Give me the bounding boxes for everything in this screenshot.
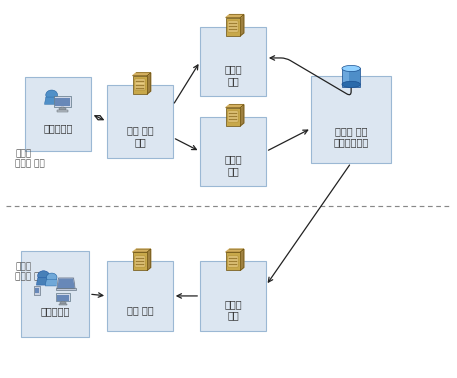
Circle shape [37, 271, 49, 280]
Bar [107, 261, 173, 331]
Bar [133, 252, 147, 270]
Bar [61, 107, 64, 108]
Polygon shape [44, 97, 59, 104]
Polygon shape [147, 249, 151, 270]
Bar [228, 23, 238, 24]
Bar [228, 113, 238, 114]
Bar [135, 256, 145, 267]
Bar [60, 302, 66, 304]
Text: 클라이언트: 클라이언트 [40, 306, 69, 316]
Text: 파일 서버: 파일 서버 [127, 305, 153, 315]
Bar [228, 21, 238, 32]
Bar [311, 76, 391, 163]
Text: 보고서
서버: 보고서 서버 [224, 299, 242, 321]
Bar [57, 110, 68, 112]
Polygon shape [240, 15, 244, 36]
Bar [21, 251, 89, 337]
Bar [228, 111, 238, 122]
Bar [226, 17, 240, 36]
Text: 예약된
보고서 처리: 예약된 보고서 처리 [15, 262, 45, 281]
Bar [25, 77, 91, 150]
Polygon shape [133, 249, 151, 252]
Text: 클라이언트: 클라이언트 [43, 124, 73, 133]
Polygon shape [58, 279, 74, 287]
Bar [136, 258, 144, 259]
Text: 보고서
서버: 보고서 서버 [224, 155, 242, 176]
Bar [226, 252, 240, 270]
Polygon shape [45, 279, 58, 286]
Ellipse shape [342, 81, 360, 87]
Bar [228, 261, 238, 262]
Polygon shape [133, 73, 151, 76]
Text: 보고서
서버: 보고서 서버 [224, 65, 242, 86]
Ellipse shape [342, 65, 360, 71]
Polygon shape [226, 249, 244, 252]
Bar [226, 108, 240, 126]
Bar [58, 108, 66, 110]
Bar [135, 79, 145, 90]
Bar [228, 258, 238, 259]
Bar [136, 264, 144, 265]
Bar [136, 81, 144, 82]
Bar [228, 256, 238, 267]
Bar [200, 261, 266, 331]
Polygon shape [147, 73, 151, 94]
Bar [343, 68, 349, 87]
Polygon shape [37, 278, 51, 285]
Polygon shape [226, 105, 244, 108]
Bar [200, 27, 266, 96]
Text: 대화형
보고서 처리: 대화형 보고서 처리 [15, 149, 45, 169]
Polygon shape [57, 278, 75, 288]
Bar [136, 261, 144, 262]
Bar [34, 286, 40, 295]
Bar [107, 85, 173, 158]
Bar [35, 288, 39, 293]
Bar [56, 293, 70, 301]
Polygon shape [240, 249, 244, 270]
Polygon shape [240, 105, 244, 126]
Bar [57, 295, 69, 301]
Bar [55, 98, 70, 106]
Bar [53, 96, 71, 107]
Bar [342, 68, 360, 87]
Bar [228, 116, 238, 118]
Circle shape [46, 90, 58, 100]
Polygon shape [226, 15, 244, 17]
Bar [228, 264, 238, 265]
Bar [228, 26, 238, 27]
Text: 부하 분산
장치: 부하 분산 장치 [127, 125, 153, 147]
Bar [59, 304, 67, 305]
Bar [228, 29, 238, 30]
Text: 보고서 서버
데이터베이스: 보고서 서버 데이터베이스 [334, 126, 369, 148]
Bar [133, 76, 147, 94]
Circle shape [47, 273, 57, 282]
Bar [228, 119, 238, 121]
Bar [62, 301, 64, 302]
Bar [200, 117, 266, 186]
Bar [56, 288, 76, 290]
